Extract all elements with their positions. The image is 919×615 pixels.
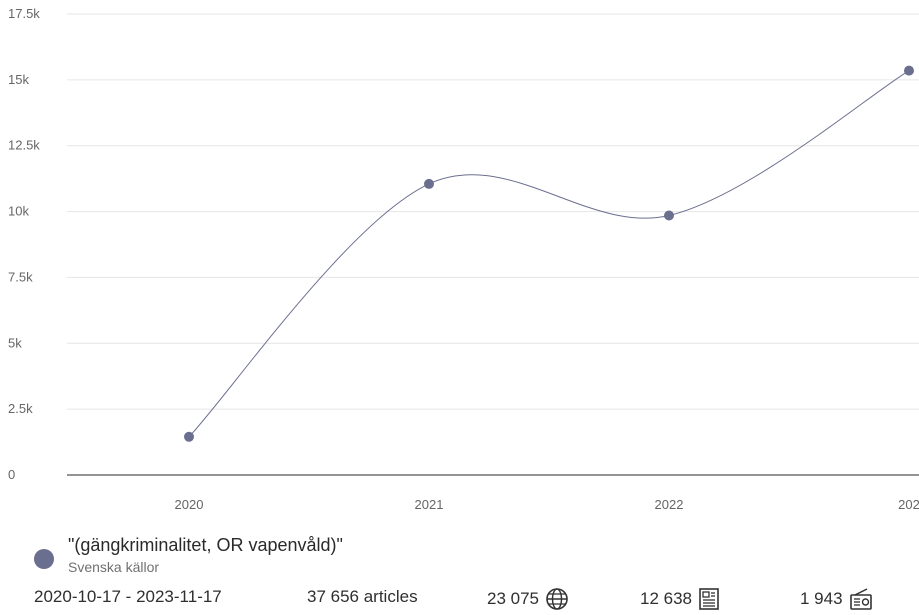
- broadcast-count: 1 943: [800, 589, 843, 608]
- data-point[interactable]: [664, 210, 674, 221]
- x-tick-label: 202: [898, 497, 919, 512]
- globe-icon: [546, 588, 568, 610]
- data-point[interactable]: [424, 178, 434, 189]
- x-tick-label: 2020: [175, 497, 204, 512]
- stats-bar: 2020-10-17 - 2023-11-17 37 656 articles …: [34, 587, 914, 613]
- date-range: 2020-10-17 - 2023-11-17: [34, 587, 222, 606]
- legend-title: "(gängkriminalitet, OR vapenvåld)": [68, 535, 343, 555]
- x-tick-label: 2022: [655, 497, 684, 512]
- broadcast-stat: 1 943: [800, 587, 873, 611]
- data-point[interactable]: [904, 65, 914, 76]
- print-count: 12 638: [640, 589, 692, 608]
- y-tick-label: 2.5k: [8, 401, 33, 416]
- y-tick-label: 17.5k: [8, 6, 40, 21]
- legend-subtitle: Svenska källor: [68, 559, 160, 575]
- legend-marker: [34, 549, 54, 569]
- newspaper-icon: [699, 588, 719, 610]
- data-point[interactable]: [184, 431, 194, 442]
- data-points: [184, 65, 914, 442]
- print-stat: 12 638: [640, 587, 720, 611]
- y-tick-label: 12.5k: [8, 138, 40, 153]
- series-line: [188, 70, 910, 438]
- x-tick-label: 2021: [415, 497, 444, 512]
- web-count: 23 075: [487, 589, 539, 608]
- y-tick-label: 0: [8, 467, 15, 482]
- y-tick-label: 10k: [8, 204, 29, 219]
- y-axis-ticks: 0 2.5k 5k 7.5k 10k 12.5k 15k 17.5k: [8, 6, 40, 482]
- web-stat: 23 075: [487, 587, 569, 611]
- article-count: 37 656 articles: [307, 587, 418, 606]
- y-tick-label: 7.5k: [8, 269, 33, 284]
- grid: [67, 13, 919, 476]
- radio-icon: [849, 588, 872, 610]
- y-tick-label: 15k: [8, 72, 29, 87]
- x-axis-ticks: 2020 2021 2022 202: [175, 497, 919, 512]
- y-tick-label: 5k: [8, 335, 22, 350]
